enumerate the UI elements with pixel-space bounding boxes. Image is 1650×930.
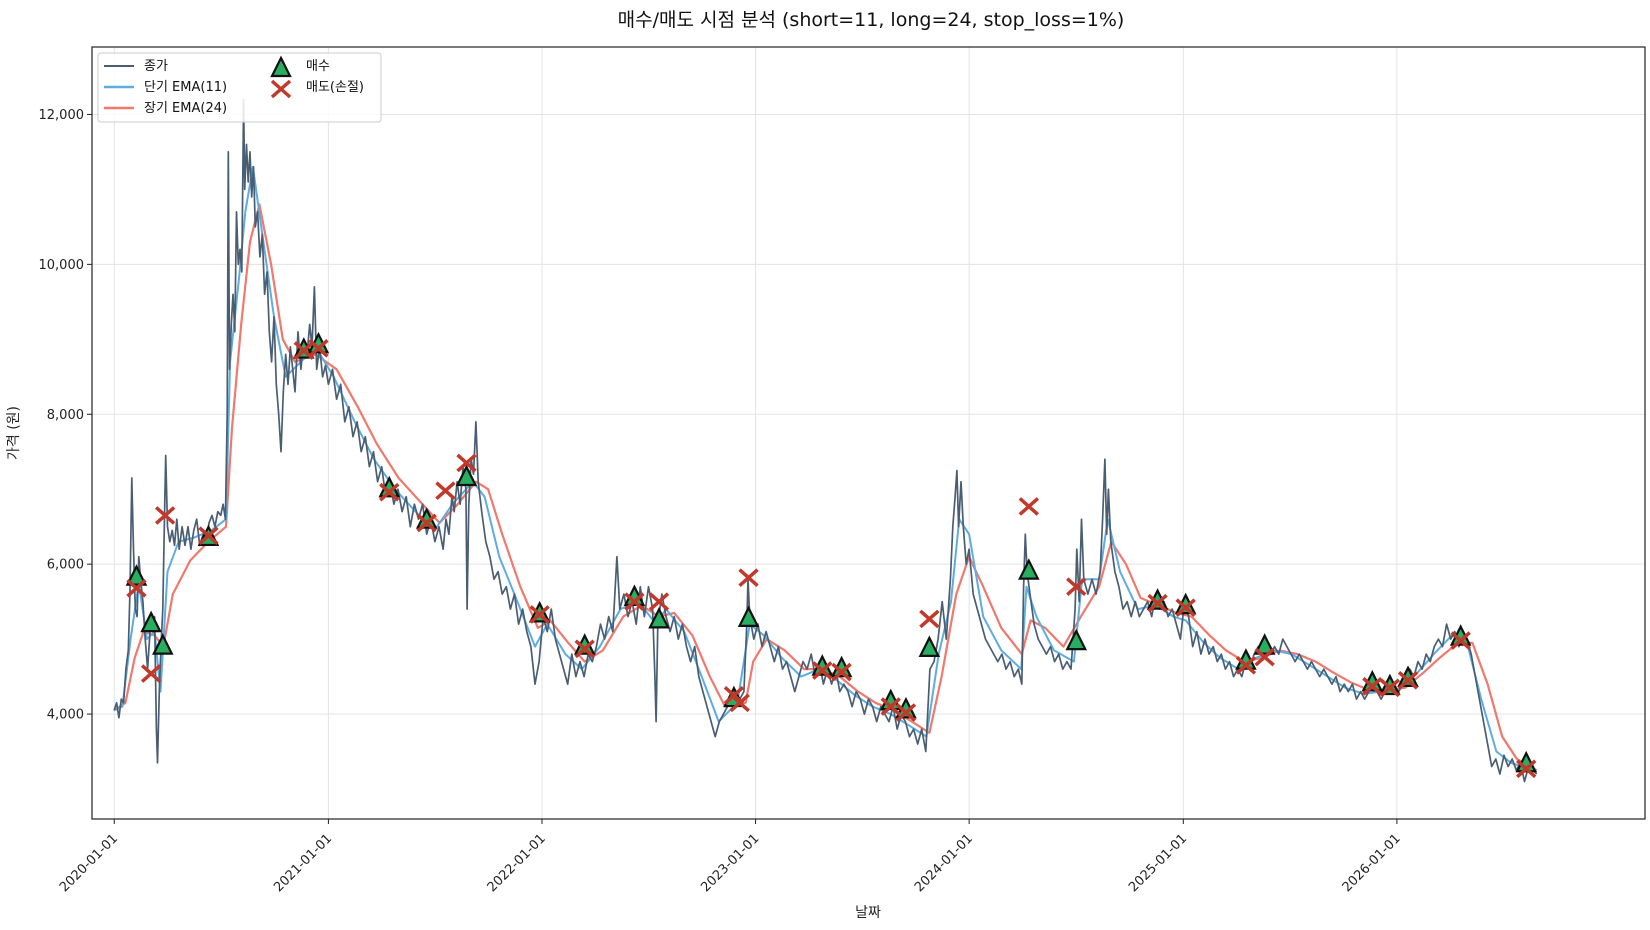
sell-marker	[379, 482, 400, 502]
sell-marker	[126, 578, 147, 598]
legend-swatch-buy	[270, 55, 292, 78]
buy-marker	[918, 635, 941, 657]
sell-marker	[1254, 647, 1275, 667]
sell-marker	[919, 609, 940, 629]
sell-marker	[1379, 678, 1401, 698]
sell-marker	[140, 664, 162, 683]
sell-marker	[1450, 631, 1471, 650]
y-axis: 4,000 6,000 8,000 10,000 12,000	[39, 108, 92, 723]
y-tick-label: 10,000	[39, 258, 85, 273]
sell-marker	[648, 592, 670, 611]
sell-marker	[729, 693, 750, 713]
x-axis-label: 날짜	[855, 905, 881, 921]
plot-frame	[91, 46, 1646, 820]
legend: 종가 단기 EMA(11) 장기 EMA(24) 매수 매도(손절)	[97, 52, 382, 123]
buy-marker	[1018, 558, 1040, 580]
sell-marker	[529, 605, 550, 624]
sell-marker	[456, 453, 477, 473]
sell-marker	[435, 481, 456, 501]
buy-marker	[1253, 633, 1276, 655]
buy-marker	[152, 633, 174, 655]
chart-title: 매수/매도 시점 분석 (short=11, long=24, stop_los…	[618, 9, 1125, 31]
buy-marker	[125, 564, 148, 586]
y-axis-label: 가격 (원)	[6, 406, 22, 460]
sell-marker	[812, 661, 833, 680]
buy-marker	[737, 605, 760, 627]
legend-label-sell: 매도(손절)	[306, 80, 364, 95]
legend-label-buy: 매수	[306, 59, 330, 74]
sell-marker	[1066, 577, 1087, 596]
sell-marker	[416, 513, 437, 533]
sell-marker	[624, 592, 645, 611]
sell-marker	[1516, 759, 1537, 779]
sell-marker	[1018, 497, 1039, 516]
y-tick-label: 4,000	[47, 708, 84, 723]
legend-box	[97, 52, 382, 123]
legend-label-ema-long: 장기 EMA(24)	[144, 101, 227, 116]
buy-marker	[455, 464, 478, 487]
sell-marker	[1362, 677, 1383, 696]
sell-marker	[1147, 593, 1168, 613]
buy-marker	[1065, 628, 1088, 651]
sell-marker	[1175, 598, 1196, 617]
y-tick-label: 12,000	[39, 108, 85, 123]
y-tick-label: 8,000	[47, 408, 84, 423]
sell-marker	[880, 697, 901, 716]
buy-marker	[140, 610, 162, 633]
sell-marker	[831, 662, 852, 682]
legend-swatch-sell	[270, 79, 292, 99]
sell-marker	[738, 568, 759, 587]
sell-marker	[895, 703, 917, 722]
sell-marker	[1235, 656, 1257, 675]
sell-marker	[154, 506, 176, 525]
sell-marker	[574, 639, 595, 659]
buy-marker	[648, 606, 670, 629]
y-tick-label: 6,000	[47, 558, 84, 573]
signal-markers	[125, 331, 1537, 779]
legend-label-close: 종가	[144, 59, 168, 74]
legend-label-ema-short: 단기 EMA(11)	[144, 80, 227, 95]
sell-marker	[1397, 671, 1419, 690]
series-line-ema-long	[113, 203, 1538, 772]
sell-marker	[308, 338, 329, 358]
sell-marker	[198, 526, 219, 545]
